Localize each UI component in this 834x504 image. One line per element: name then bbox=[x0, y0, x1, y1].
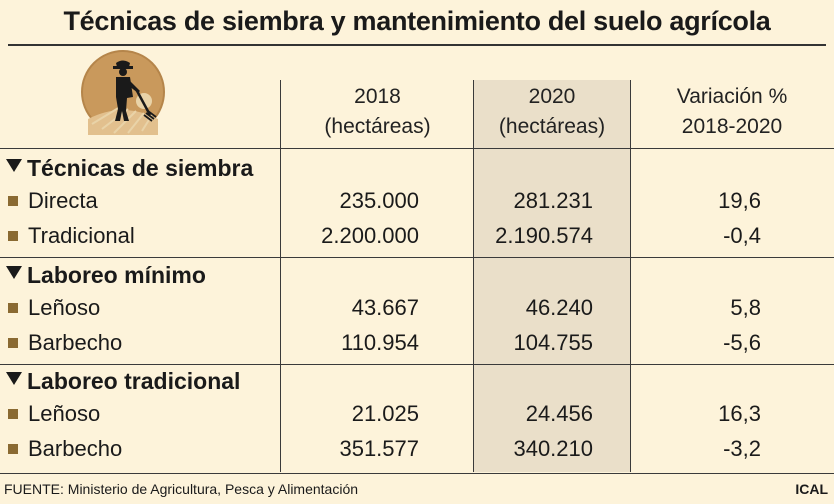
column-divider bbox=[473, 80, 474, 472]
cell-2020: 2.190.574 bbox=[495, 223, 593, 248]
row-label: Barbecho bbox=[8, 436, 122, 462]
section-divider bbox=[0, 257, 834, 258]
section-title-laboreo-tradicional: Laboreo tradicional bbox=[6, 368, 240, 395]
square-bullet-icon bbox=[8, 231, 18, 241]
cell-2018: 2.200.000 bbox=[321, 223, 419, 248]
row-label-text: Tradicional bbox=[28, 223, 135, 248]
column-header-variation-line2: 2018-2020 bbox=[681, 115, 783, 138]
column-header-2020: 2020 (hectáreas) bbox=[475, 82, 629, 142]
section-divider bbox=[0, 364, 834, 365]
farmer-with-pitchfork-icon bbox=[81, 50, 165, 135]
cell-2018: 351.577 bbox=[339, 436, 419, 461]
cell-variation: -5,6 bbox=[723, 330, 761, 355]
row-label-text: Directa bbox=[28, 188, 98, 213]
row-label-text: Leñoso bbox=[28, 401, 101, 426]
cell-2020: 104.755 bbox=[513, 330, 593, 355]
cell-variation: -0,4 bbox=[723, 223, 761, 248]
row-label-text: Barbecho bbox=[28, 330, 123, 355]
square-bullet-icon bbox=[8, 338, 18, 348]
square-bullet-icon bbox=[8, 409, 18, 419]
section-title-tecnicas-siembra: Técnicas de siembra bbox=[6, 155, 253, 182]
column-2020-highlight bbox=[473, 80, 630, 472]
section-title-label: Técnicas de siembra bbox=[27, 155, 254, 181]
cell-variation: 16,3 bbox=[718, 401, 761, 426]
agency-credit: ICAL bbox=[795, 481, 828, 497]
column-header-2020-line1: 2020 bbox=[528, 85, 576, 108]
footer-divider bbox=[0, 473, 834, 474]
triangle-down-icon bbox=[6, 372, 22, 385]
square-bullet-icon bbox=[8, 444, 18, 454]
source-note: FUENTE: Ministerio de Agricultura, Pesca… bbox=[4, 481, 359, 497]
cell-2018: 235.000 bbox=[339, 188, 419, 213]
column-header-2020-line2: (hectáreas) bbox=[498, 115, 606, 138]
cell-2018: 110.954 bbox=[341, 330, 419, 355]
row-label-text: Barbecho bbox=[28, 436, 123, 461]
cell-variation: -3,2 bbox=[723, 436, 761, 461]
row-label-text: Leñoso bbox=[28, 295, 101, 320]
cell-2020: 281.231 bbox=[513, 188, 593, 213]
column-header-2018-line1: 2018 bbox=[354, 85, 401, 108]
section-title-laboreo-minimo: Laboreo mínimo bbox=[6, 262, 206, 289]
row-label: Directa bbox=[8, 188, 98, 214]
section-title-label: Laboreo tradicional bbox=[27, 368, 241, 394]
cell-2020: 24.456 bbox=[525, 401, 593, 426]
row-label: Leñoso bbox=[8, 295, 100, 321]
chart-title: Técnicas de siembra y mantenimiento del … bbox=[63, 6, 771, 36]
column-header-2018-line2: (hectáreas) bbox=[324, 115, 431, 138]
row-label: Leñoso bbox=[8, 401, 100, 427]
row-label: Barbecho bbox=[8, 330, 122, 356]
row-label: Tradicional bbox=[8, 223, 135, 249]
cell-variation: 19,6 bbox=[718, 188, 761, 213]
section-divider bbox=[0, 148, 834, 149]
triangle-down-icon bbox=[6, 266, 22, 279]
section-title-label: Laboreo mínimo bbox=[27, 262, 206, 288]
column-header-variation-line1: Variación % bbox=[676, 85, 788, 108]
cell-2018: 21.025 bbox=[351, 401, 419, 426]
cell-2020: 46.240 bbox=[525, 295, 593, 320]
triangle-down-icon bbox=[6, 159, 22, 172]
cell-2020: 340.210 bbox=[513, 436, 593, 461]
column-header-2018: 2018 (hectáreas) bbox=[285, 82, 470, 142]
column-divider bbox=[280, 80, 281, 472]
cell-2018: 43.667 bbox=[351, 295, 419, 320]
title-divider bbox=[8, 44, 826, 46]
square-bullet-icon bbox=[8, 196, 18, 206]
square-bullet-icon bbox=[8, 303, 18, 313]
cell-variation: 5,8 bbox=[730, 295, 761, 320]
column-divider bbox=[630, 80, 631, 472]
column-header-variation: Variación % 2018-2020 bbox=[632, 82, 832, 142]
